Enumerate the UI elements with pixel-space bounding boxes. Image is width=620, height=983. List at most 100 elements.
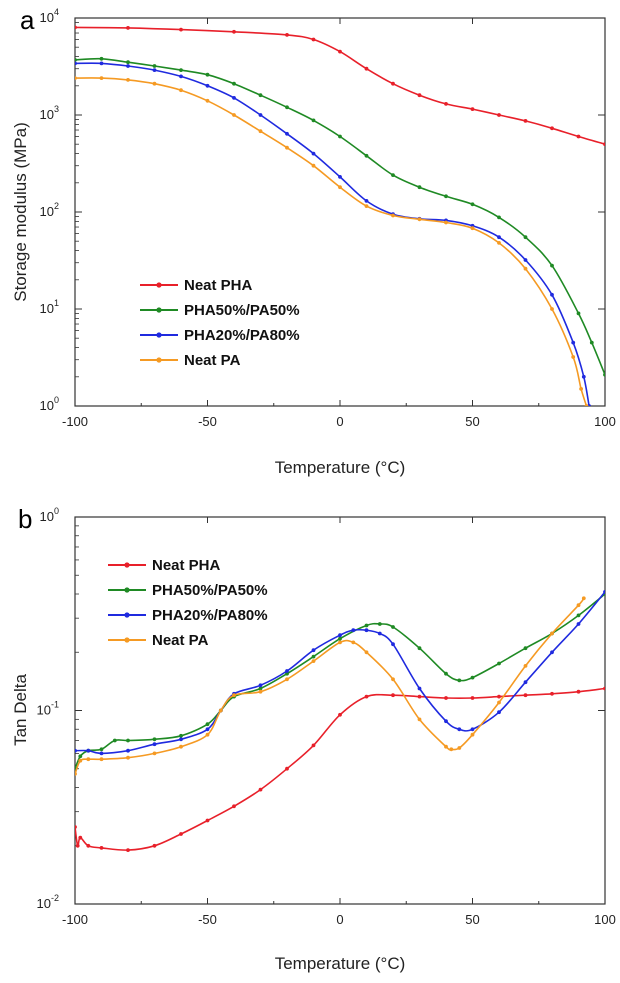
data-point <box>523 680 528 685</box>
data-point <box>497 710 501 715</box>
legend-label: Neat PA <box>184 352 241 369</box>
data-point <box>285 671 289 676</box>
data-point <box>258 113 263 117</box>
series-neat-pha <box>75 686 605 852</box>
data-point <box>550 691 554 696</box>
data-point <box>523 119 528 123</box>
y-tick-label: 100 <box>40 395 59 413</box>
data-point <box>99 61 104 66</box>
x-tick-label: 100 <box>594 912 616 927</box>
data-point <box>351 640 356 645</box>
data-point <box>232 29 236 34</box>
plot-frame-a <box>74 17 606 407</box>
data-point <box>311 659 316 663</box>
legend-label: PHA20%/PA80% <box>152 607 268 624</box>
data-point <box>285 33 289 37</box>
legend-label: PHA50%/PA50% <box>184 302 300 319</box>
data-point <box>258 787 263 792</box>
data-point <box>311 654 316 659</box>
data-point <box>258 689 263 694</box>
data-point <box>232 96 236 100</box>
data-point <box>550 292 554 297</box>
data-point <box>364 650 369 655</box>
legend-b: Neat PHA PHA50%/PA50% PHA20%/PA80% Neat PA <box>108 557 268 649</box>
data-point <box>523 646 528 651</box>
x-tick-label: -100 <box>62 414 88 429</box>
data-point <box>523 235 528 240</box>
data-point <box>497 241 501 245</box>
x-tick-label: 50 <box>465 414 479 429</box>
data-point <box>126 60 130 65</box>
series-line <box>75 591 605 755</box>
data-point <box>126 748 130 753</box>
series-line <box>75 57 605 376</box>
data-point <box>579 387 583 391</box>
data-point <box>205 732 210 737</box>
series-line <box>75 77 588 406</box>
data-point <box>179 27 183 32</box>
data-point <box>523 258 528 262</box>
data-point <box>470 727 475 732</box>
data-point <box>75 25 77 30</box>
x-tick-label: 50 <box>465 912 479 927</box>
data-point <box>364 623 369 628</box>
data-point <box>126 755 130 760</box>
data-point <box>258 683 263 688</box>
legend-label: Neat PA <box>152 632 209 649</box>
data-point <box>377 622 382 626</box>
data-point <box>311 151 316 156</box>
chart-panel-a: a -100 -50 0 50 100 100 101 102 103 104 Temperatu… <box>11 5 616 477</box>
data-point <box>550 631 554 636</box>
data-point <box>417 93 422 98</box>
legend-marker <box>156 282 162 288</box>
data-point <box>338 49 342 54</box>
tick-group-a: -100 -50 0 50 100 100 101 102 103 104 <box>40 7 616 429</box>
data-point <box>338 185 342 190</box>
data-point <box>444 719 448 724</box>
series-line <box>75 26 605 145</box>
chart-panel-b: b -100 -50 0 50 100 10-2 10-1 100 Temperature (… <box>11 504 616 973</box>
y-axis-label-b: Tan Delta <box>11 674 30 746</box>
data-point <box>417 646 422 651</box>
data-point <box>205 727 210 732</box>
legend-label: Neat PHA <box>152 557 221 574</box>
data-point <box>417 686 422 691</box>
data-point <box>311 743 316 748</box>
series-line <box>75 597 585 775</box>
data-point <box>576 689 581 694</box>
legend-marker <box>156 307 162 313</box>
data-point <box>205 83 210 88</box>
legend-marker <box>156 357 162 363</box>
data-point <box>550 263 554 268</box>
tick-group-b: -100 -50 0 50 100 10-2 10-1 100 <box>37 506 616 927</box>
y-tick-label: 101 <box>40 298 59 316</box>
data-point <box>391 642 395 647</box>
data-point <box>364 694 369 699</box>
data-point <box>152 843 157 848</box>
legend-marker <box>124 637 130 643</box>
legend-marker <box>124 587 130 593</box>
legend-marker <box>124 612 130 618</box>
data-point <box>152 751 157 756</box>
data-point <box>86 757 91 762</box>
data-point <box>75 61 77 66</box>
data-point <box>258 686 263 691</box>
data-point <box>576 613 581 618</box>
x-tick-label: -100 <box>62 912 88 927</box>
data-point <box>126 26 130 30</box>
y-tick-label: 10-2 <box>37 893 59 911</box>
series-line <box>75 687 605 851</box>
data-point <box>205 98 210 103</box>
data-point <box>285 105 289 110</box>
data-point <box>179 74 183 79</box>
data-point <box>126 738 130 743</box>
data-point <box>391 173 395 178</box>
data-point <box>205 818 210 823</box>
x-tick-label: 0 <box>336 912 343 927</box>
data-point <box>232 693 236 698</box>
data-point <box>589 340 594 345</box>
legend-a: Neat PHA PHA50%/PA50% PHA20%/PA80% Neat PA <box>140 277 300 369</box>
legend-label: PHA50%/PA50% <box>152 582 268 599</box>
data-point <box>470 696 475 700</box>
x-tick-label: 0 <box>336 414 343 429</box>
